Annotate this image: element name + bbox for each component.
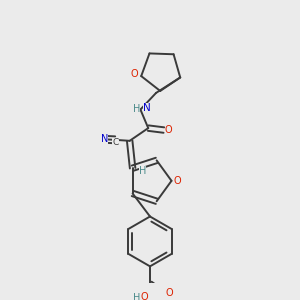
Text: O: O — [165, 125, 172, 135]
Text: O: O — [130, 69, 138, 79]
Text: N: N — [143, 103, 151, 113]
Text: O: O — [165, 288, 173, 298]
Text: N: N — [100, 134, 108, 144]
Text: H: H — [133, 103, 140, 114]
Text: C: C — [112, 138, 118, 147]
Text: H: H — [133, 292, 140, 300]
Text: O: O — [173, 176, 181, 186]
Text: H: H — [139, 166, 146, 176]
Text: O: O — [140, 292, 148, 300]
